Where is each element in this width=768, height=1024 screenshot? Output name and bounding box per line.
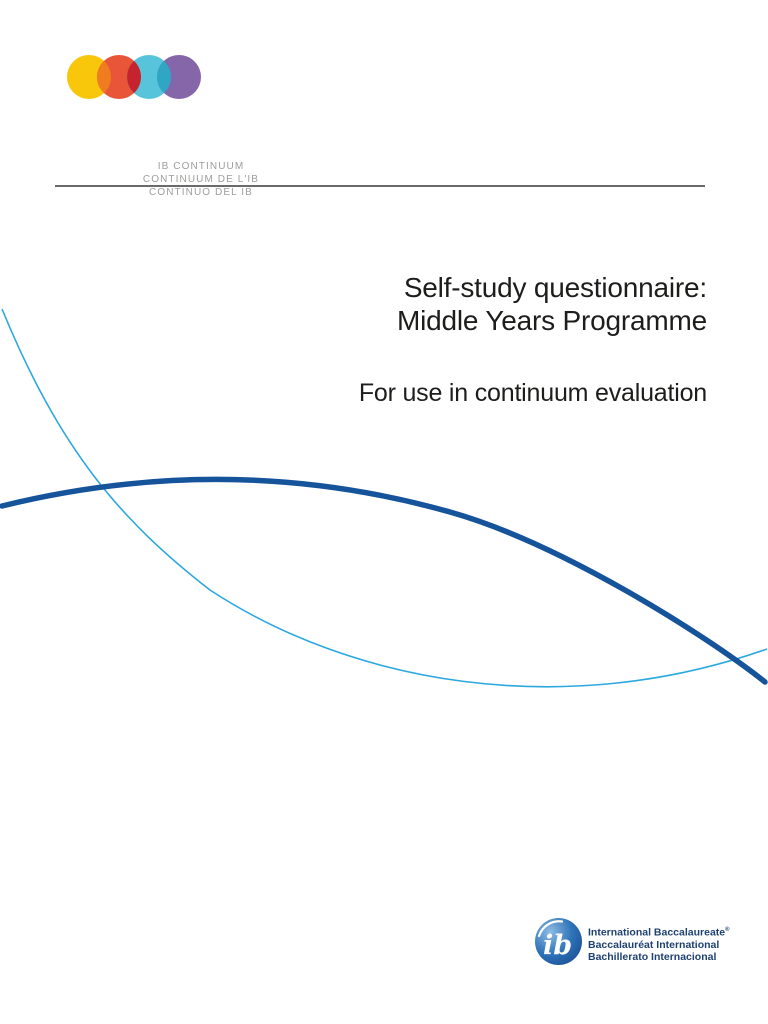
sphere-circle [535,918,582,965]
title-line-1: Self-study questionnaire: [403,272,707,303]
overlap-blue-purple [157,60,171,94]
ib-name-en-text: International Baccalaureate [588,926,726,939]
ib-name-es: Bachillerato Internacional [588,950,717,963]
continuum-circles-icon [67,55,201,99]
ib-continuum-logo: IB CONTINUUM CONTINUUM DE L'IB CONTINUO … [67,54,258,198]
ib-sphere-icon: ib [535,918,582,965]
caption-line-en: IB CONTINUUM [157,161,245,172]
title-line-2: Middle Years Programme [397,305,707,336]
sphere-swoosh [537,920,564,938]
ib-monogram: ib [543,930,572,961]
caption-line-es: CONTINUO DEL IB [149,187,253,198]
ib-footer-logo: ib International Baccalaureate® Baccalau… [535,918,730,965]
light-blue-curve [1,308,768,688]
dark-blue-swoosh-curve [0,476,768,685]
registered-trademark-symbol: ® [725,927,730,933]
overlap-yellow-orange [97,60,111,94]
page-title: Self-study questionnaire: Middle Years P… [397,271,707,337]
header-divider-rule [55,185,705,187]
continuum-caption: IB CONTINUUM CONTINUUM DE L'IB CONTINUO … [107,160,295,199]
ib-name-fr: Baccalauréat International [588,938,720,951]
caption-line-fr: CONTINUUM DE L'IB [142,174,260,185]
ib-name-en: International Baccalaureate® [588,924,730,939]
overlap-orange-blue [127,60,141,94]
page-subtitle: For use in continuum evaluation [358,379,707,407]
ib-organization-names: International Baccalaureate® Baccalauréa… [588,918,730,963]
